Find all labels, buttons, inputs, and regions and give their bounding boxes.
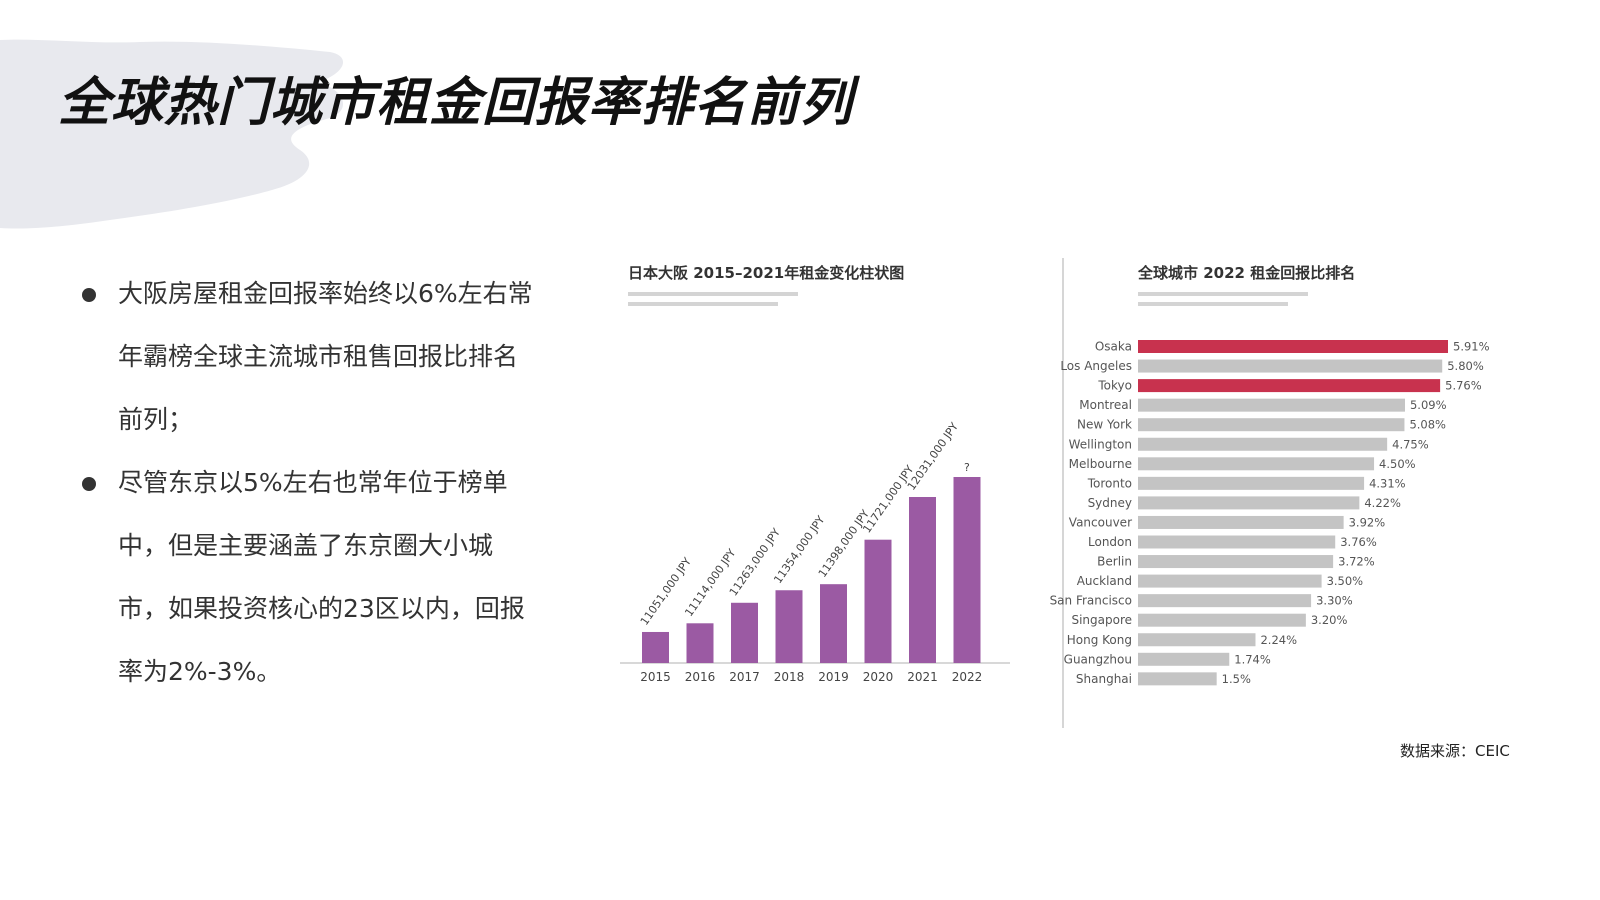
rank-bar-sydney (1138, 496, 1360, 510)
bar-value-label: 11263,000 JPY (727, 526, 783, 599)
x-tick-label: 2017 (729, 670, 760, 684)
bar-2022 (953, 477, 981, 663)
x-tick-label: 2016 (685, 670, 716, 684)
city-label: Guangzhou (1064, 652, 1132, 666)
bar-2015 (642, 631, 669, 663)
bar-chart-source-line (628, 302, 778, 306)
city-label: Wellington (1069, 437, 1132, 451)
rank-bar-london (1138, 535, 1336, 549)
rank-bar-new-york (1138, 418, 1405, 432)
rank-bar-guangzhou (1138, 652, 1230, 666)
rank-bar-hong-kong (1138, 633, 1256, 647)
rank-bar-wellington (1138, 437, 1388, 451)
bullet-dot-icon (82, 288, 96, 302)
city-label: Singapore (1071, 613, 1132, 627)
rank-value-label: 4.75% (1392, 437, 1429, 451)
rank-value-label: 3.72% (1338, 555, 1375, 569)
city-label: Berlin (1097, 555, 1132, 569)
rank-bar-los-angeles (1138, 359, 1443, 373)
rank-value-label: 3.92% (1349, 515, 1386, 529)
rank-bar-shanghai (1138, 672, 1217, 686)
city-label: Auckland (1077, 574, 1132, 588)
brush-stroke-background (0, 39, 344, 229)
bar-chart-source-line (628, 292, 798, 296)
x-tick-label: 2018 (774, 670, 805, 684)
rank-value-label: 5.91% (1453, 340, 1490, 354)
bar-chart-title: 日本大阪 2015–2021年租金变化柱状图 (628, 264, 904, 282)
x-tick-label: 2015 (640, 670, 671, 684)
city-label: Toronto (1087, 476, 1132, 490)
chart-divider (1062, 258, 1064, 728)
city-label: London (1088, 535, 1132, 549)
bar-2017 (731, 602, 758, 663)
city-label: Osaka (1095, 340, 1132, 354)
rank-bar-toronto (1138, 476, 1365, 490)
rank-value-label: 1.5% (1222, 672, 1251, 686)
rank-bar-melbourne (1138, 457, 1375, 471)
page-title: 全球热门城市租金回报率排名前列 (58, 73, 854, 133)
bar-2018 (775, 590, 803, 663)
rank-value-label: 5.80% (1447, 359, 1484, 373)
city-label: Hong Kong (1067, 633, 1132, 647)
x-tick-label: 2020 (863, 670, 894, 684)
city-label: San Francisco (1050, 594, 1132, 608)
city-label: Sydney (1088, 496, 1132, 510)
rank-bar-osaka (1138, 340, 1448, 353)
rank-bar-montreal (1138, 398, 1405, 412)
rank-value-label: 1.74% (1234, 652, 1271, 666)
city-label: Montreal (1079, 398, 1132, 412)
city-label: Vancouver (1069, 515, 1132, 529)
rank-value-label: 3.50% (1327, 574, 1364, 588)
city-label: Los Angeles (1060, 359, 1132, 373)
rank-value-label: 3.30% (1316, 594, 1353, 608)
bar-2021 (909, 497, 936, 663)
rank-chart-source-line (1138, 292, 1308, 296)
bar-value-label: ? (964, 461, 970, 474)
rank-value-label: 3.76% (1340, 535, 1377, 549)
rank-bar-tokyo (1138, 379, 1441, 393)
rank-value-label: 4.50% (1379, 457, 1416, 471)
bar-2019 (820, 584, 847, 663)
rank-bar-berlin (1138, 555, 1334, 569)
rank-value-label: 4.31% (1369, 476, 1406, 490)
rank-value-label: 5.09% (1410, 398, 1447, 412)
bullet-dot-icon (82, 477, 96, 491)
rank-value-label: 5.08% (1409, 418, 1446, 432)
x-tick-label: 2021 (907, 670, 938, 684)
bar-value-label: 11721,000 JPY (860, 463, 916, 536)
bullet-item: 尽管东京以5%左右也常年位于榜单中，但是主要涵盖了东京圈大小城市，如果投资核心的… (80, 451, 540, 703)
bullet-text: 大阪房屋租金回报率始终以6%左右常年霸榜全球主流城市租售回报比排名前列； (118, 279, 533, 434)
rank-value-label: 2.24% (1260, 633, 1297, 647)
rank-bar-san-francisco (1138, 594, 1312, 608)
city-label: Shanghai (1076, 672, 1132, 686)
rank-bar-singapore (1138, 613, 1306, 627)
bar-value-label: 11114,000 JPY (682, 546, 738, 619)
x-tick-label: 2022 (952, 670, 983, 684)
rank-value-label: 3.20% (1311, 613, 1348, 627)
x-tick-label: 2019 (818, 670, 849, 684)
city-yield-ranking-chart: 全球城市 2022 租金回报比排名 Osaka 5.91% Los Angeles 5… (1050, 264, 1490, 686)
rank-bar-auckland (1138, 574, 1322, 588)
bullet-text: 尽管东京以5%左右也常年位于榜单中，但是主要涵盖了东京圈大小城市，如果投资核心的… (118, 468, 525, 686)
data-source-note: 数据来源：CEIC (1400, 742, 1510, 760)
bullet-item: 大阪房屋租金回报率始终以6%左右常年霸榜全球主流城市租售回报比排名前列； (80, 262, 540, 451)
bar-value-label: 12031,000 JPY (905, 420, 961, 493)
rank-value-label: 4.22% (1364, 496, 1401, 510)
osaka-rent-bar-chart: 日本大阪 2015–2021年租金变化柱状图 2015 11051,000 JPY… (620, 264, 1010, 684)
rank-chart-title: 全球城市 2022 租金回报比排名 (1137, 264, 1355, 282)
rank-value-label: 5.76% (1445, 379, 1482, 393)
bullet-list: 大阪房屋租金回报率始终以6%左右常年霸榜全球主流城市租售回报比排名前列； 尽管东… (80, 262, 540, 703)
city-label: Tokyo (1097, 379, 1132, 393)
bar-value-label: 11051,000 JPY (638, 555, 694, 628)
rank-bar-vancouver (1138, 515, 1344, 529)
bar-2020 (864, 539, 892, 663)
rank-chart-source-line (1138, 302, 1288, 306)
bar-2016 (686, 623, 714, 663)
city-label: Melbourne (1069, 457, 1132, 471)
city-label: New York (1077, 418, 1132, 432)
bar-value-label: 11398,000 JPY (816, 507, 872, 580)
